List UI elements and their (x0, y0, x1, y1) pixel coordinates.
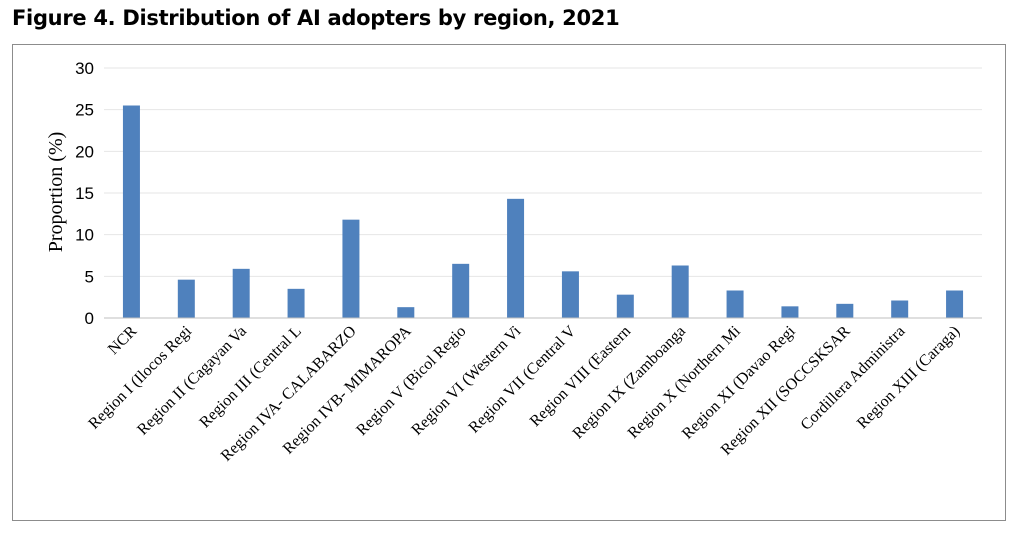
category-label: Region II (Cagayan Va (134, 323, 250, 439)
bar (177, 279, 195, 318)
bar (781, 306, 799, 318)
bar (616, 294, 634, 318)
category-label: Cordillera Administra (798, 323, 909, 434)
y-tick-label: 30 (75, 59, 94, 78)
bar (891, 300, 909, 318)
category-label: Region XIII (Caraga) (854, 323, 963, 432)
y-tick-label: 20 (75, 142, 94, 161)
bar (452, 263, 470, 318)
bar (122, 105, 140, 318)
bar (946, 290, 964, 318)
bars (122, 105, 964, 318)
category-label: Region III (Central L (196, 323, 304, 431)
y-tick-label: 15 (75, 184, 94, 203)
bar (726, 290, 744, 318)
category-label: Region VI (Western Vi (408, 322, 524, 438)
category-label: NCR (105, 323, 141, 359)
bar (232, 268, 250, 318)
bar (507, 198, 525, 318)
bar (397, 307, 415, 318)
bar (561, 271, 579, 318)
bar (342, 219, 360, 318)
category-label: Region V (Bicol Regio (353, 323, 469, 439)
category-label: Region VII (Central V (466, 322, 580, 436)
figure-title: Figure 4. Distribution of AI adopters by… (12, 6, 620, 30)
y-tick-label: 0 (85, 309, 94, 328)
bar (287, 288, 305, 318)
category-label: Region I (Ilocos Regi (85, 322, 195, 432)
gridlines (104, 67, 982, 277)
y-tick-label: 25 (75, 101, 94, 120)
y-tick-labels: 0 5 10 15 20 25 30 (75, 59, 94, 328)
y-tick-label: 5 (85, 267, 94, 286)
y-axis-label: Proportion (%) (45, 132, 67, 253)
y-tick-label: 10 (75, 226, 94, 245)
bar (671, 265, 689, 318)
bar (836, 303, 854, 318)
category-label: Region VIII (Eastern (527, 323, 634, 430)
chart-frame (12, 44, 1006, 521)
